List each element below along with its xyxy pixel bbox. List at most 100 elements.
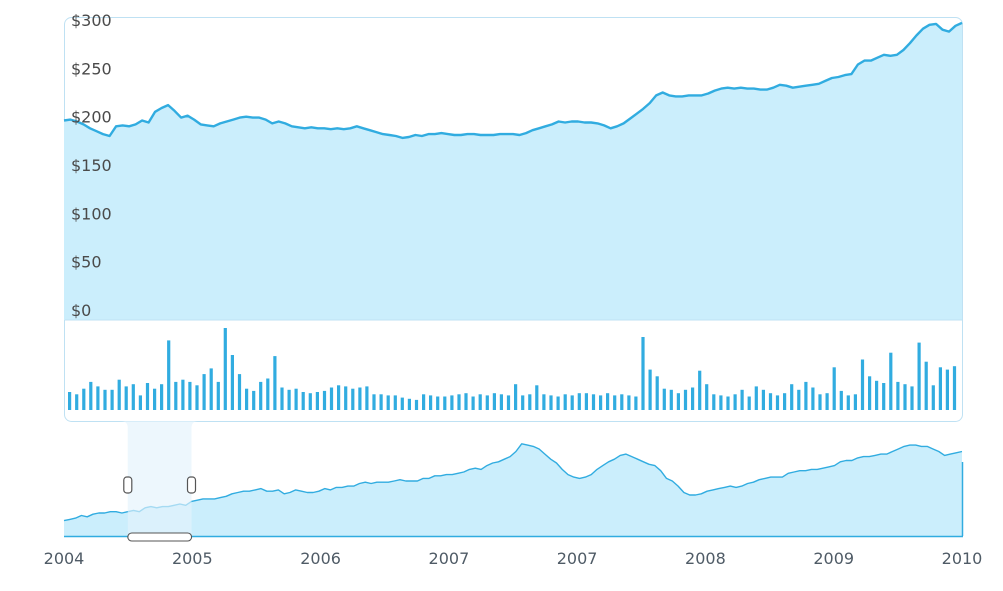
volume-bar: [627, 395, 631, 410]
volume-bar: [924, 361, 928, 410]
volume-bar: [620, 394, 624, 410]
volume-bar: [712, 394, 716, 410]
volume-bar: [853, 394, 857, 410]
volume-bar: [599, 395, 603, 410]
volume-bar: [145, 383, 150, 410]
x-tick: 2007: [429, 549, 470, 568]
volume-bar: [344, 386, 348, 410]
volume-bar: [896, 381, 900, 410]
volume-bar: [280, 387, 284, 410]
volume-bar: [570, 395, 574, 410]
volume-bar: [329, 387, 334, 410]
price-y-tick: $200: [71, 108, 112, 127]
volume-bar: [775, 395, 780, 410]
volume-bar: [875, 380, 879, 410]
volume-bar: [797, 389, 801, 410]
volume-bar: [174, 381, 178, 410]
volume-bar: [393, 395, 397, 410]
navigator-left-handle[interactable]: [123, 476, 133, 494]
volume-bar: [818, 394, 822, 410]
volume-bar: [365, 386, 369, 410]
volume-bar: [301, 392, 305, 410]
volume-bar: [471, 396, 475, 410]
volume-bar: [903, 384, 907, 410]
volume-bar: [514, 384, 518, 410]
volume-bar: [662, 388, 666, 410]
volume-bar: [634, 396, 638, 410]
volume-bar: [747, 396, 751, 410]
volume-bar: [89, 381, 93, 410]
volume-bar: [669, 389, 673, 410]
volume-bar: [124, 386, 128, 410]
navigator-line: [63, 443, 963, 522]
price-y-tick: $300: [71, 11, 112, 30]
volume-bar: [68, 392, 72, 410]
price-y-tick: $150: [71, 156, 112, 175]
volume-bar: [131, 384, 135, 410]
volume-bar: [188, 381, 192, 410]
volume-bar: [811, 387, 815, 410]
volume-bar: [351, 388, 355, 410]
volume-bar: [315, 392, 319, 410]
volume-bar: [245, 388, 249, 410]
price-chart: $0 $50 $100 $150 $200 $250 $300: [63, 11, 963, 321]
volume-bar: [676, 393, 680, 410]
volume-bar: [613, 395, 617, 410]
volume-bar: [422, 394, 426, 410]
volume-bar: [584, 393, 588, 410]
volume-bar: [75, 394, 79, 410]
navigator-scrollbar[interactable]: [127, 532, 193, 542]
volume-bar: [429, 395, 433, 410]
volume-bar: [804, 381, 808, 410]
volume-bar: [259, 381, 263, 410]
volume-bar: [790, 384, 794, 410]
volume-bar: [506, 395, 511, 410]
volume-bar: [846, 395, 850, 410]
volume-bar: [499, 394, 503, 410]
volume-bar: [386, 395, 390, 410]
price-y-tick: $50: [71, 253, 102, 272]
volume-bar: [209, 368, 213, 410]
volume-bar: [414, 399, 419, 410]
price-area: [64, 22, 962, 321]
volume-bar: [160, 384, 164, 410]
volume-bar: [683, 389, 688, 410]
x-tick: 2010: [942, 549, 983, 568]
volume-bar: [372, 394, 376, 410]
volume-bar: [237, 374, 242, 410]
volume-bar: [379, 394, 383, 410]
volume-bar: [266, 378, 270, 410]
volume-bar: [945, 369, 949, 410]
volume-bar: [450, 395, 454, 410]
volume-bar: [485, 395, 489, 410]
price-y-tick: $250: [71, 59, 112, 78]
volume-bar: [556, 396, 560, 410]
volume-bar: [648, 369, 652, 410]
volume-bar: [591, 394, 596, 410]
navigator-right-handle[interactable]: [186, 476, 197, 494]
volume-bar: [563, 394, 567, 410]
volume-bar: [138, 395, 142, 410]
volume-bar: [436, 396, 440, 410]
volume-bar: [521, 395, 525, 410]
volume-bar: [868, 376, 872, 410]
volume-bar: [839, 390, 843, 410]
x-tick: 2005: [172, 549, 213, 568]
navigator-selection[interactable]: [120, 421, 199, 536]
x-tick: 2006: [300, 549, 341, 568]
volume-bar: [82, 388, 86, 410]
x-tick: 2004: [44, 549, 85, 568]
volume-bar: [754, 386, 758, 410]
navigator: [63, 421, 964, 542]
volume-bar: [860, 359, 865, 410]
volume-bar: [167, 340, 171, 410]
volume-bar: [103, 389, 107, 410]
volume-bar: [733, 394, 737, 410]
volume-bar: [492, 393, 496, 410]
x-axis: 2004 2005 2006 2007 2007 2008 2009 2010: [44, 549, 983, 568]
volume-bar: [195, 385, 199, 410]
x-tick: 2007: [557, 549, 598, 568]
volume-bar: [216, 381, 220, 410]
volume-bar: [889, 352, 893, 410]
